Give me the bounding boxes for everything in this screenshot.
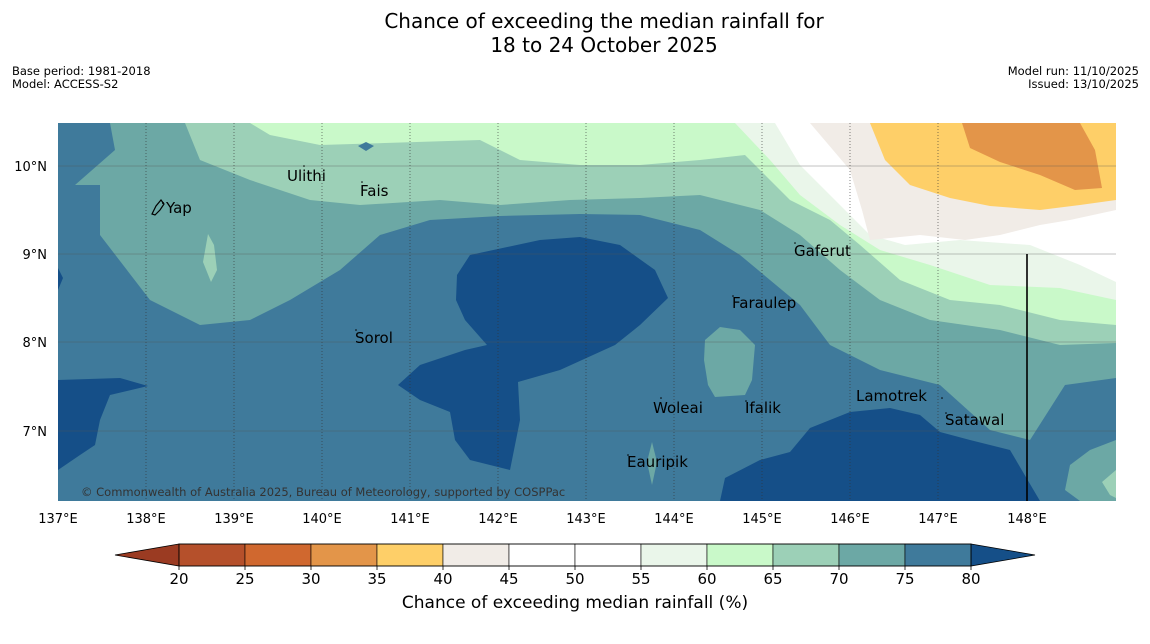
colorbar-segment [376, 543, 444, 567]
zone-70-75-faraulep-patch [704, 327, 755, 397]
map-field [58, 123, 1116, 501]
colorbar-segment [904, 543, 972, 567]
zone-80-west-edge [58, 268, 63, 290]
base-period: Base period: 1981-2018 [12, 64, 151, 78]
lon-label: 138°E [126, 512, 166, 527]
title-line-2: 18 to 24 October 2025 [490, 33, 718, 57]
colorbar-tick-label: 65 [763, 570, 782, 588]
zone-70-75-east-edge [1065, 440, 1116, 501]
lon-axis-labels: 137°E 138°E 139°E 140°E 141°E 142°E 143°… [38, 512, 1047, 527]
chart-title: Chance of exceeding the median rainfall … [0, 9, 1150, 57]
lat-label: 10°N [14, 160, 47, 175]
parallels [58, 165, 1116, 432]
gaferut-marker [794, 242, 796, 244]
lat-label: 9°N [23, 248, 48, 263]
lon-label: 145°E [742, 512, 782, 527]
lat-axis-labels: 10°N 9°N 8°N 7°N [14, 160, 47, 440]
graticule [145, 123, 939, 501]
colorbar-segments [178, 543, 972, 567]
colorbar-segment [772, 543, 840, 567]
lon-label: 143°E [566, 512, 606, 527]
colorbar-segment [706, 543, 774, 567]
colorbar-segment [442, 543, 510, 567]
lon-label: 140°E [302, 512, 342, 527]
ulithi-marker [303, 165, 305, 167]
model-name: Model: ACCESS-S2 [12, 77, 119, 91]
meta-right: Model run: 11/10/2025 Issued: 13/10/2025 [1008, 65, 1139, 91]
zone-75-80-ulithi-islet [358, 142, 374, 151]
copyright-notice: © Commonwealth of Australia 2025, Bureau… [81, 485, 565, 499]
lon-label: 146°E [830, 512, 870, 527]
ifalik-marker [745, 400, 747, 402]
colorbar-tick-label: 45 [499, 570, 518, 588]
yap-marker [162, 202, 164, 204]
sorol-marker [355, 329, 357, 331]
model-run: Model run: 11/10/2025 [1007, 64, 1139, 78]
lat-label: 8°N [23, 336, 48, 351]
colorbar-tick-label: 35 [367, 570, 386, 588]
place-yap: Yap [165, 199, 192, 217]
lon-label: 147°E [918, 512, 958, 527]
place-labels: Yap Ulithi Fais Gaferut Faraulep Sorol W… [162, 165, 1004, 471]
zone-80-central [398, 237, 668, 470]
zone-30-35 [962, 123, 1102, 190]
place-woleai: Woleai [653, 399, 703, 417]
lon-label: 148°E [1007, 512, 1047, 527]
place-faraulep: Faraulep [732, 294, 796, 312]
colorbar-segment [574, 543, 642, 567]
colorbar-tick-label: 70 [829, 570, 848, 588]
colorbar-ticks: 20 25 30 35 40 45 50 55 60 65 70 75 80 [169, 566, 981, 588]
colorbar-tick-label: 50 [565, 570, 584, 588]
colorbar-tick-label: 25 [235, 570, 254, 588]
faraulep-marker [732, 295, 734, 297]
yap-island-outline [151, 199, 165, 216]
colorbar-tick-label: 20 [169, 570, 188, 588]
colorbar-tick-label: 40 [433, 570, 452, 588]
lon-label: 137°E [38, 512, 78, 527]
lon-label: 139°E [214, 512, 254, 527]
place-gaferut: Gaferut [794, 242, 851, 260]
place-sorol: Sorol [355, 329, 393, 347]
place-ulithi: Ulithi [287, 167, 326, 185]
zone-80-southeast [720, 408, 1040, 501]
lat-label: 7°N [23, 425, 48, 440]
lon-label: 141°E [390, 512, 430, 527]
colorbar-segment [508, 543, 576, 567]
colorbar-tick-label: 75 [895, 570, 914, 588]
place-ifalik: Ifalik [745, 399, 781, 417]
place-fais: Fais [360, 182, 389, 200]
colorbar-extend-low [114, 543, 180, 567]
colorbar-segment [640, 543, 708, 567]
zone-65-70-east-corner [1102, 470, 1116, 498]
colorbar-tick-label: 60 [697, 570, 716, 588]
lamotrek-marker [941, 397, 943, 399]
colorbar-extend-high [970, 543, 1036, 567]
lon-label: 142°E [478, 512, 518, 527]
lon-label: 144°E [654, 512, 694, 527]
zone-70-75-eauripik [647, 442, 657, 485]
issued-date: Issued: 13/10/2025 [1028, 77, 1139, 91]
place-eauripik: Eauripik [627, 453, 688, 471]
colorbar-label: Chance of exceeding median rainfall (%) [401, 593, 749, 613]
colorbar: 20 25 30 35 40 45 50 55 60 65 70 75 80 [114, 543, 1036, 588]
satawal-marker [945, 412, 947, 414]
place-satawal: Satawal [945, 411, 1004, 429]
title-line-1: Chance of exceeding the median rainfall … [384, 9, 824, 33]
colorbar-tick-label: 55 [631, 570, 650, 588]
colorbar-segment [838, 543, 906, 567]
colorbar-tick-label: 80 [961, 570, 980, 588]
fais-marker [361, 181, 363, 183]
colorbar-segment [178, 543, 246, 567]
colorbar-segment [244, 543, 312, 567]
meta-left: Base period: 1981-2018 Model: ACCESS-S2 [12, 65, 151, 91]
place-lamotrek: Lamotrek [856, 387, 927, 405]
eauripik-marker [627, 454, 629, 456]
zone-65-70-yap-islet [203, 234, 217, 282]
zone-80-west [58, 378, 148, 470]
woleai-marker [660, 397, 662, 399]
colorbar-tick-label: 30 [301, 570, 320, 588]
colorbar-segment [310, 543, 378, 567]
